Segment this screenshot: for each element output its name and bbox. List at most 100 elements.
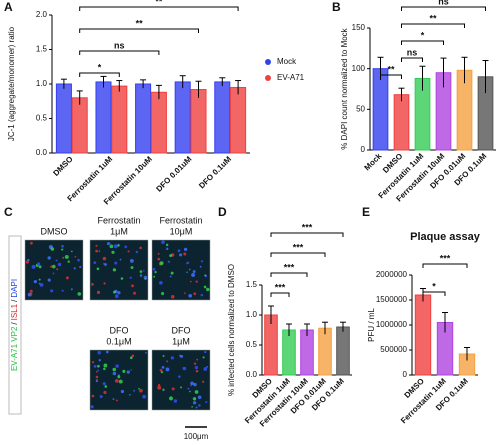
cell bbox=[190, 384, 192, 387]
cell bbox=[187, 387, 190, 390]
significance-label: ns bbox=[438, 0, 449, 6]
cell bbox=[139, 270, 143, 273]
cell bbox=[61, 244, 64, 248]
cell bbox=[169, 254, 173, 258]
bar bbox=[282, 329, 296, 376]
bar bbox=[111, 85, 128, 154]
cell bbox=[62, 256, 65, 259]
cell bbox=[61, 248, 64, 251]
cell bbox=[159, 261, 164, 266]
cell bbox=[128, 393, 131, 396]
cell bbox=[95, 244, 98, 247]
cell bbox=[195, 406, 198, 409]
y-axis-label: PFU / mL bbox=[367, 308, 376, 342]
cell bbox=[169, 396, 173, 401]
legend-label: EV-A71 bbox=[277, 73, 305, 82]
cell bbox=[166, 360, 169, 363]
cell bbox=[25, 260, 29, 264]
significance-label: * bbox=[432, 281, 436, 291]
y-tick-label: 150 bbox=[352, 23, 366, 32]
y-tick-label: 50 bbox=[356, 104, 365, 113]
y-tick-label: 2000000 bbox=[376, 270, 408, 279]
cell bbox=[183, 292, 186, 294]
bar bbox=[150, 91, 167, 154]
cell bbox=[126, 370, 130, 374]
panel-label: E bbox=[362, 205, 370, 219]
cell bbox=[61, 289, 64, 292]
cell bbox=[93, 364, 97, 368]
y-tick-label: 1.0 bbox=[36, 79, 48, 88]
micrograph bbox=[89, 239, 149, 301]
significance-label: ** bbox=[136, 18, 144, 28]
cell bbox=[133, 291, 136, 295]
cell bbox=[193, 362, 197, 365]
cell bbox=[33, 279, 37, 284]
cell bbox=[130, 266, 134, 270]
significance-bracket bbox=[270, 292, 290, 297]
bar bbox=[393, 94, 410, 151]
cell bbox=[177, 249, 181, 253]
stain-separator: / bbox=[10, 299, 19, 302]
cell bbox=[203, 367, 208, 371]
significance-bracket bbox=[401, 40, 444, 45]
significance-bracket bbox=[270, 232, 344, 237]
cell bbox=[98, 359, 101, 362]
cell bbox=[188, 293, 193, 298]
significance-label: ** bbox=[155, 0, 163, 6]
cell bbox=[200, 293, 204, 297]
significance-bracket bbox=[270, 272, 308, 277]
cell bbox=[112, 398, 115, 401]
cell bbox=[103, 367, 106, 371]
tile-label: DFO bbox=[110, 325, 129, 335]
cell bbox=[102, 382, 106, 386]
cell bbox=[131, 354, 135, 358]
cell bbox=[109, 244, 114, 249]
cell bbox=[29, 289, 33, 293]
significance-label: *** bbox=[284, 262, 295, 272]
cell bbox=[113, 290, 117, 294]
cell bbox=[113, 244, 118, 249]
cell bbox=[74, 255, 77, 258]
bar bbox=[214, 81, 231, 154]
y-tick-label: 1.5 bbox=[36, 45, 48, 54]
bar bbox=[318, 327, 332, 376]
stain-name: DAPI bbox=[10, 279, 19, 298]
cell bbox=[192, 401, 197, 405]
cell bbox=[95, 375, 99, 379]
cell bbox=[206, 365, 208, 368]
cell bbox=[194, 366, 199, 370]
tile-label: DFO bbox=[172, 325, 191, 335]
tile-label: 1μM bbox=[110, 226, 128, 236]
cell bbox=[77, 258, 80, 262]
cell bbox=[112, 367, 117, 372]
cell bbox=[195, 369, 199, 373]
cell bbox=[96, 378, 98, 381]
cell bbox=[135, 250, 139, 254]
cell bbox=[119, 258, 122, 261]
cell bbox=[200, 260, 204, 263]
cell bbox=[159, 368, 163, 372]
cell bbox=[170, 271, 174, 275]
significance-label: *** bbox=[275, 282, 286, 292]
y-tick-label: 500000 bbox=[380, 345, 407, 354]
cell bbox=[179, 354, 182, 357]
cell bbox=[106, 242, 110, 246]
cell bbox=[139, 246, 142, 250]
cell bbox=[112, 371, 117, 376]
cell bbox=[120, 389, 125, 394]
bar bbox=[71, 97, 88, 154]
cell bbox=[194, 390, 199, 394]
cell bbox=[191, 406, 193, 408]
cell bbox=[205, 400, 208, 404]
cell bbox=[124, 245, 127, 249]
cell bbox=[183, 252, 187, 256]
x-tick-label: DFO 0.1uM bbox=[197, 154, 233, 190]
y-tick-label: 1.5 bbox=[246, 280, 258, 289]
significance-label: *** bbox=[293, 242, 304, 252]
cell bbox=[104, 385, 108, 388]
y-tick-label: 0.0 bbox=[246, 370, 258, 379]
cell bbox=[97, 369, 100, 372]
cell bbox=[171, 387, 175, 391]
cell bbox=[77, 292, 82, 296]
